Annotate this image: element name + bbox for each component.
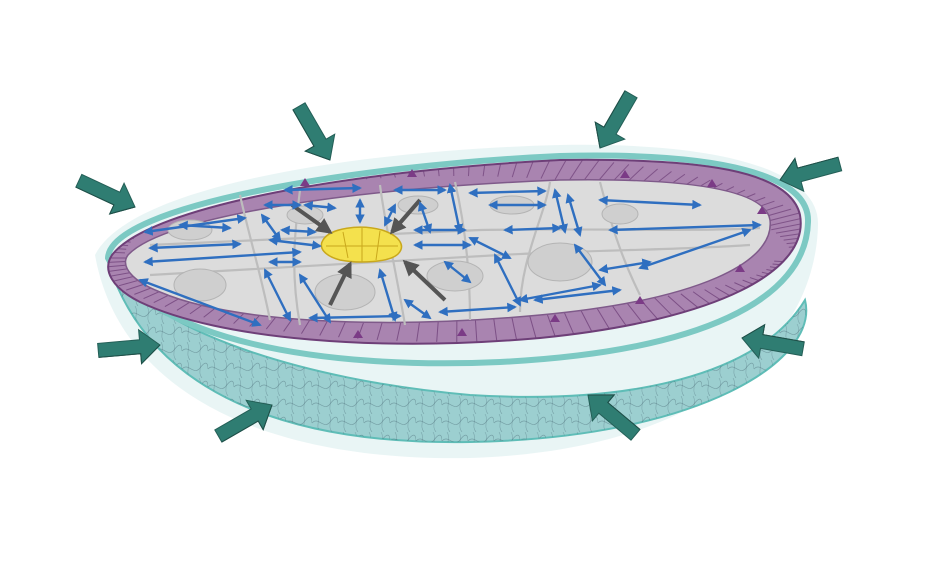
cell-segment-line — [497, 159, 504, 177]
cell-layer-arrows — [300, 169, 767, 338]
external-arrows — [75, 90, 843, 443]
external-arrow — [741, 323, 805, 360]
cell-segment-line — [786, 239, 801, 245]
cell-segment-line — [108, 250, 125, 254]
double-arrow — [403, 298, 432, 320]
double-arrow — [533, 286, 622, 304]
double-arrow — [573, 243, 607, 287]
center-arrow — [389, 198, 422, 235]
external-arrow — [594, 90, 638, 149]
double-arrow — [608, 220, 762, 235]
external-arrow — [75, 173, 136, 215]
double-arrow — [598, 195, 702, 210]
double-arrow — [280, 225, 317, 237]
double-arrow — [383, 203, 397, 227]
small-arrow — [457, 328, 467, 336]
shell-rim — [104, 152, 812, 367]
center-arrows — [290, 198, 447, 306]
external-arrow — [214, 399, 273, 443]
cell-segment-line — [775, 225, 801, 234]
central-body — [320, 226, 403, 263]
small-arrow — [757, 206, 767, 214]
double-arrow — [283, 183, 362, 195]
external-arrow — [587, 394, 641, 441]
double-arrow — [468, 186, 547, 198]
external-arrow — [779, 156, 843, 193]
small-arrow — [353, 330, 363, 338]
double-arrow — [268, 236, 322, 250]
double-arrow — [178, 220, 232, 233]
small-arrow — [550, 314, 560, 322]
cell-segment-line — [108, 246, 127, 250]
double-arrow — [138, 278, 262, 327]
cell-segment-line — [526, 159, 536, 178]
internal-double-arrows — [138, 183, 762, 327]
small-arrow — [635, 296, 645, 304]
cell-segment-line — [783, 234, 801, 241]
double-arrow — [565, 193, 583, 237]
double-arrow — [598, 258, 652, 274]
double-arrow — [260, 213, 282, 242]
small-arrow — [735, 264, 745, 272]
double-arrow — [143, 247, 302, 267]
cell-segment-line — [765, 217, 801, 227]
double-arrow — [638, 227, 752, 271]
small-arrow — [620, 170, 630, 178]
double-arrow — [493, 253, 522, 307]
double-arrow — [148, 239, 242, 253]
center-arrow — [328, 261, 352, 306]
double-arrow — [303, 200, 337, 213]
cell-segment-line — [568, 159, 584, 181]
cell-segment-line — [771, 221, 801, 231]
double-arrow — [263, 268, 292, 322]
cell-segment-line — [554, 159, 568, 180]
small-arrow — [300, 178, 310, 186]
double-arrow — [552, 188, 568, 234]
double-arrow — [377, 268, 398, 322]
small-arrow — [707, 179, 717, 187]
center-arrow — [402, 259, 447, 302]
cell-segment-line — [582, 160, 600, 183]
cell-segment-line — [511, 159, 520, 178]
double-arrow — [443, 260, 472, 284]
external-arrow — [292, 102, 336, 161]
double-arrow — [438, 302, 517, 317]
double-arrow — [503, 223, 562, 235]
double-arrow — [446, 183, 464, 234]
small-arrow — [407, 169, 417, 177]
external-arrow — [97, 328, 161, 365]
